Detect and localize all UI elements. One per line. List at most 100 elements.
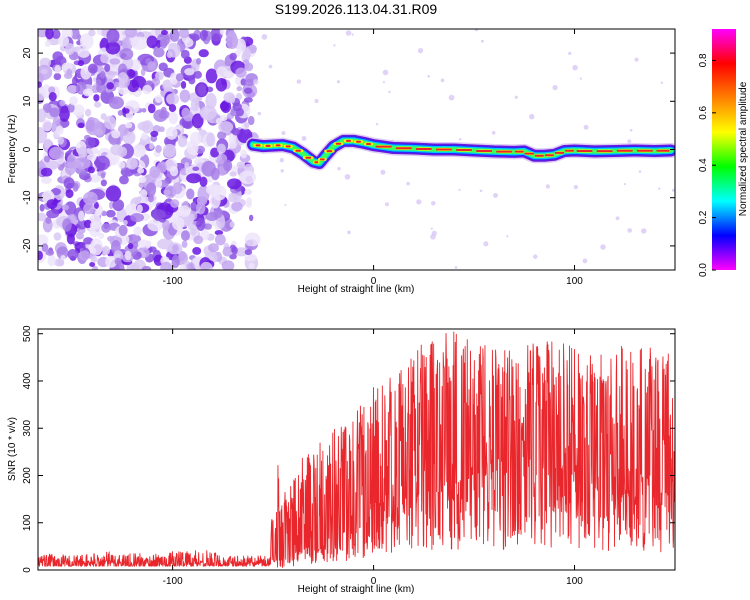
noise-blob [45,160,60,170]
noise-blob [113,250,124,261]
noise-speck [281,131,286,136]
noise-blob [223,92,236,103]
noise-blob [59,100,66,107]
noise-speck [430,233,436,240]
noise-blob [78,210,85,222]
noise-blob [229,52,237,61]
noise-blob [114,257,122,266]
noise-blob [77,34,82,41]
noise-speck [347,230,351,235]
noise-blob [90,238,103,256]
noise-speck [440,78,445,83]
noise-blob [171,216,185,231]
noise-blob [105,255,118,268]
noise-speck [337,166,341,171]
noise-speck [634,57,639,62]
noise-blob [236,38,247,53]
noise-blob [45,249,55,256]
spectrogram-ylabel: Frequency (Hz) [7,115,18,184]
noise-blob [179,89,191,103]
noise-blob [154,178,163,188]
noise-blob [167,42,181,58]
noise-speck [380,169,386,175]
noise-blob [159,110,170,119]
spectrogram-xtick-label: -100 [163,276,183,287]
noise-blob [105,209,116,218]
noise-blob [59,105,70,122]
noise-speck [552,85,558,91]
noise-blob [53,72,62,81]
noise-speck [280,169,284,173]
snr-panel: -100 0 100 0 100 200 300 400 500 Height of stra… [7,325,676,595]
snr-ylabel: SNR (10 * v/v) [7,417,18,481]
noise-blob [228,140,237,149]
noise-speck [268,64,273,69]
noise-speck [458,138,462,141]
noise-blob [77,60,85,67]
snr-xtick-label: -100 [163,576,183,587]
noise-blob [178,29,190,39]
noise-blob [65,189,74,199]
noise-blob [223,159,233,172]
noise-blob [125,122,133,129]
noise-speck [252,79,259,85]
noise-blob [80,33,94,50]
noise-blob [119,175,129,185]
noise-blob [228,133,237,144]
noise-speck [641,228,647,234]
noise-blob [136,204,143,213]
noise-blob [77,122,85,129]
snr-series [38,331,675,568]
noise-blob [218,121,234,133]
noise-blob [152,125,161,133]
noise-blob [226,178,242,190]
noise-blob [87,63,98,74]
noise-speck [261,34,268,40]
noise-speck [657,187,661,190]
noise-blob [154,94,163,103]
noise-blob [101,223,111,233]
noise-blob [146,35,158,49]
noise-blob [236,161,246,169]
noise-blob [108,201,114,209]
noise-blob [105,41,121,55]
noise-blob [82,191,98,206]
noise-speck [629,128,633,132]
noise-speck [279,157,284,163]
noise-speck [481,39,484,43]
noise-blob [100,172,106,179]
noise-blob [67,248,79,260]
noise-blob [179,264,187,270]
noise-blob [199,176,208,187]
noise-blob [150,209,166,220]
noise-blob [66,154,77,169]
noise-blob [90,220,101,230]
noise-speck [384,202,389,207]
noise-blob [83,202,95,215]
chart-title: S199.2026.113.04.31.R09 [275,1,438,17]
noise-blob [196,217,206,231]
noise-blob [38,81,42,88]
noise-blob [94,155,110,171]
noise-blob [206,184,222,196]
noise-blob [192,246,202,255]
noise-blob [244,78,256,87]
noise-blob [77,146,88,159]
noise-blob [199,29,208,42]
noise-blob [152,77,161,86]
noise-blob [232,102,242,112]
noise-blob [231,246,238,255]
noise-blob [147,218,164,232]
noise-blob [52,116,61,125]
noise-speck [627,139,632,144]
noise-blob [57,136,65,145]
spectrogram-y-axis: -20 -10 0 10 20 [22,47,675,253]
noise-blob [139,189,148,199]
spectrogram-ytick-label: -20 [22,238,33,253]
noise-speck [458,188,461,192]
noise-blob [58,35,70,47]
noise-blob [94,101,102,108]
spectrogram-ytick-label: 20 [22,47,33,59]
snr-ytick-label: 0 [22,567,33,573]
colorbar-tick-label: 0.8 [698,53,709,67]
